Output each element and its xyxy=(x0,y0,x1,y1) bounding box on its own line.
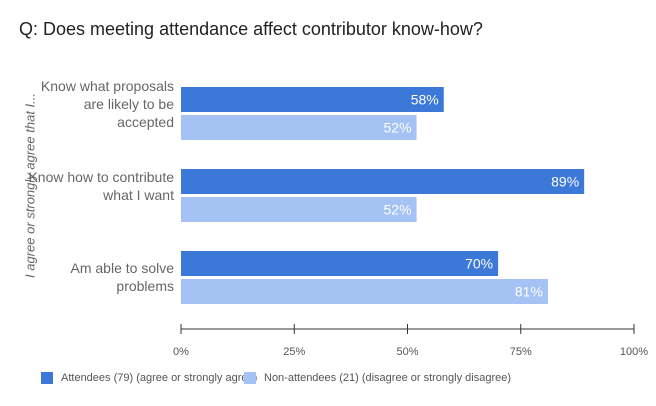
bar xyxy=(181,169,585,194)
x-tick-label: 50% xyxy=(396,346,418,358)
x-tick-label: 25% xyxy=(283,346,305,358)
category-label: Am able to solve problems xyxy=(70,260,175,294)
legend-item-attendees[interactable]: Attendees (79) (agree or strongly agree) xyxy=(41,372,257,384)
category-label: Know how to contribute what I want xyxy=(28,169,174,203)
category-label: Know what proposals are likely to be acc… xyxy=(40,78,174,130)
data-label: 89% xyxy=(551,174,579,190)
bar xyxy=(181,251,499,276)
data-label: 70% xyxy=(465,256,493,272)
bar xyxy=(181,87,444,112)
legend-label: Non-attendees (21) (disagree or strongly… xyxy=(264,372,512,384)
x-tick-label: 100% xyxy=(620,346,648,358)
legend-label: Attendees (79) (agree or strongly agree) xyxy=(61,372,258,384)
data-label: 81% xyxy=(515,284,543,300)
bar xyxy=(181,279,548,304)
x-tick-label: 75% xyxy=(510,346,532,358)
x-tick-label: 0% xyxy=(173,346,189,358)
legend-swatch xyxy=(244,372,256,384)
data-label: 52% xyxy=(384,120,412,136)
data-label: 58% xyxy=(411,92,439,108)
chart-title: Q: Does meeting attendance affect contri… xyxy=(19,19,483,39)
legend-item-non-attendees[interactable]: Non-attendees (21) (disagree or strongly… xyxy=(244,372,511,384)
data-label: 52% xyxy=(384,202,412,218)
bar xyxy=(181,115,417,140)
bar xyxy=(181,197,417,222)
legend-swatch xyxy=(41,372,53,384)
